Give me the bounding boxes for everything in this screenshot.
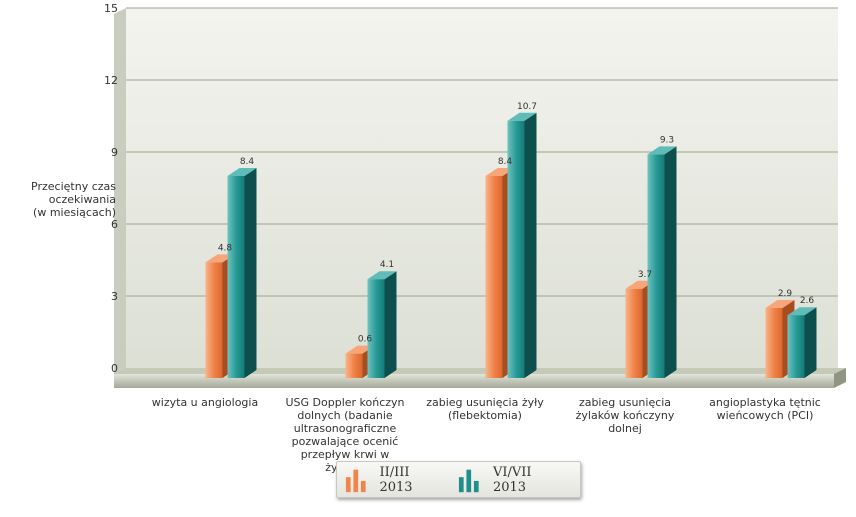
- legend-item-series-2[interactable]: VI/VII 2013: [458, 465, 564, 495]
- data-label: 8.4: [498, 157, 513, 167]
- bar-top: [227, 168, 257, 176]
- legend-label-series-1: II/III 2013: [379, 464, 413, 495]
- plot-side-wall: [114, 8, 126, 384]
- legend-item-series-1[interactable]: II/III 2013: [345, 465, 442, 495]
- bar-2-2: [367, 271, 397, 378]
- data-label: 9.3: [660, 135, 674, 145]
- y-tick-label: 12: [104, 74, 118, 87]
- y-tick-label: 3: [111, 290, 118, 303]
- data-label: 2.6: [800, 296, 815, 306]
- bar-front: [367, 279, 385, 378]
- bar-front: [787, 315, 805, 378]
- bar-front: [205, 262, 223, 378]
- x-category-label: zabieg usunięcia żyły (flebektomia): [426, 396, 544, 422]
- bar-side: [804, 307, 817, 378]
- bar-2-4: [647, 146, 677, 378]
- bar-front: [227, 176, 245, 378]
- bar-front: [765, 308, 783, 378]
- x-category-label: zabieg usunięcia żylaków kończyny dolnej: [576, 396, 675, 435]
- bar-top: [765, 300, 795, 308]
- bar-top: [625, 280, 655, 289]
- bar-2-1: [227, 168, 257, 378]
- bar-2-3: [507, 112, 537, 379]
- bar-top: [367, 271, 397, 280]
- bar-chart-icon: [345, 469, 366, 492]
- bar-side: [244, 168, 257, 378]
- bar-top: [507, 112, 537, 121]
- bar-side: [384, 271, 397, 378]
- bar-front: [507, 120, 525, 379]
- data-label: 3.7: [638, 270, 652, 280]
- data-label: 0.6: [358, 335, 373, 345]
- bar-side: [664, 146, 677, 378]
- bar-top: [345, 345, 375, 354]
- y-axis-title: Przeciętny czas oczekiwania (w miesiącac…: [31, 180, 116, 219]
- bar-side: [524, 112, 537, 379]
- bar-chart-icon: [459, 469, 480, 492]
- x-category-label: angioplastyka tętnic wieńcowych (PCI): [709, 396, 821, 422]
- bar-top: [787, 307, 817, 316]
- x-category-label: wizyta u angiologia: [152, 396, 258, 409]
- legend-label-series-2: VI/VII 2013: [492, 464, 532, 495]
- y-tick-label: 6: [111, 218, 118, 231]
- data-label: 4.8: [218, 243, 233, 253]
- data-label: 8.4: [240, 157, 255, 167]
- bar-top: [647, 146, 677, 155]
- x-category-label: USG Doppler kończyn dolnych (badanie ultra…: [285, 396, 404, 474]
- y-tick-label: 0: [111, 362, 118, 375]
- data-label: 4.1: [380, 260, 394, 270]
- bar-front: [485, 176, 503, 378]
- legend: II/III 2013 VI/VII 2013: [336, 461, 581, 498]
- data-label: 2.9: [778, 289, 793, 299]
- bar-top: [205, 254, 235, 263]
- bar-front: [345, 353, 363, 378]
- bar-front: [647, 154, 665, 378]
- plot-base-side: [834, 368, 846, 388]
- y-tick-label: 9: [111, 146, 118, 159]
- bar-2-5: [787, 307, 817, 378]
- bar-top: [485, 168, 515, 176]
- y-tick-label: 15: [104, 2, 118, 15]
- data-label: 10.7: [517, 102, 537, 112]
- bar-front: [625, 288, 643, 378]
